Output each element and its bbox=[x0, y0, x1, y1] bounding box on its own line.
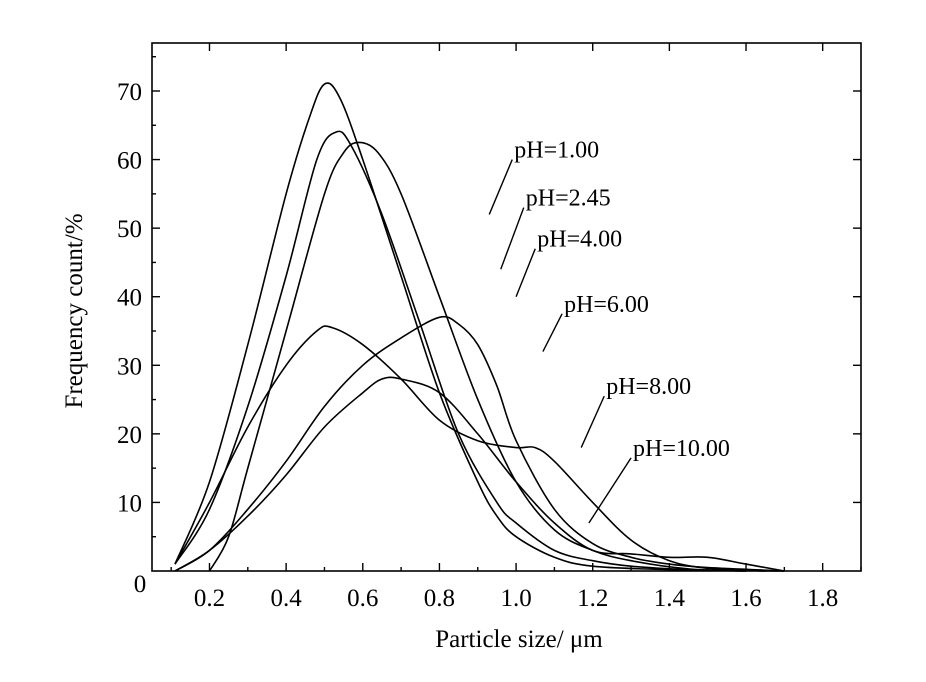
series-leader-ph-6-00 bbox=[542, 313, 563, 352]
y-axis-title: Frequency count/% bbox=[61, 213, 88, 408]
x-tick-label: 0.8 bbox=[424, 585, 455, 612]
series-line-ph-4-00 bbox=[208, 141, 747, 572]
series-curves bbox=[174, 82, 785, 572]
y-tick-label: 10 bbox=[117, 490, 142, 517]
series-label-ph-1-00: pH=1.00 bbox=[514, 138, 599, 164]
series-line-ph-2-45 bbox=[174, 130, 747, 572]
x-tick-label: 1.6 bbox=[730, 585, 761, 612]
y-tick-label: 30 bbox=[117, 353, 142, 380]
series-leader-ph-4-00 bbox=[515, 248, 536, 297]
y-tick-label: 60 bbox=[117, 148, 142, 175]
x-tick-label: 0.2 bbox=[194, 585, 225, 612]
y-tick-label: 70 bbox=[117, 79, 142, 106]
y-tick-label: 50 bbox=[117, 216, 142, 243]
series-line-ph-8-00 bbox=[174, 325, 766, 572]
plot-frame bbox=[151, 42, 862, 572]
series-label-ph-2-45: pH=2.45 bbox=[526, 186, 611, 212]
series-leader-ph-8-00 bbox=[580, 395, 605, 448]
series-label-ph-8-00: pH=8.00 bbox=[606, 374, 691, 400]
series-line-ph-1-00 bbox=[174, 82, 785, 572]
y-tick-label: 20 bbox=[117, 422, 142, 449]
series-line-ph-6-00 bbox=[174, 315, 785, 572]
series-label-ph-10-00: pH=10.00 bbox=[633, 436, 730, 462]
x-tick-label: 1.8 bbox=[807, 585, 838, 612]
x-tick-label: 0.4 bbox=[271, 585, 303, 612]
series-labels: pH=1.00 pH=2.45 pH=4.00 pH=6.00 pH=8.00 pH=10… bbox=[488, 138, 730, 524]
series-leader-ph-2-45 bbox=[500, 207, 525, 270]
series-leader-ph-10-00 bbox=[588, 457, 632, 524]
series-line-ph-10-00 bbox=[174, 376, 785, 572]
series-leader-ph-1-00 bbox=[488, 159, 513, 215]
x-tick-label: 1.4 bbox=[654, 585, 686, 612]
x-tick-label: 0.6 bbox=[347, 585, 378, 612]
origin-tick-label: 0 bbox=[134, 571, 147, 598]
y-tick-label: 40 bbox=[117, 285, 142, 312]
x-tick-label: 1.0 bbox=[500, 585, 531, 612]
x-axis-title: Particle size/ μm bbox=[435, 626, 603, 653]
series-label-ph-6-00: pH=6.00 bbox=[564, 292, 649, 318]
series-label-ph-4-00: pH=4.00 bbox=[537, 227, 622, 253]
plot-axes: 0.2 0.4 0.6 0.8 1.0 1.2 1.4 1.6 1.8 10 20 30 40 50 60 7… bbox=[117, 42, 862, 612]
x-tick-label: 1.2 bbox=[577, 585, 608, 612]
